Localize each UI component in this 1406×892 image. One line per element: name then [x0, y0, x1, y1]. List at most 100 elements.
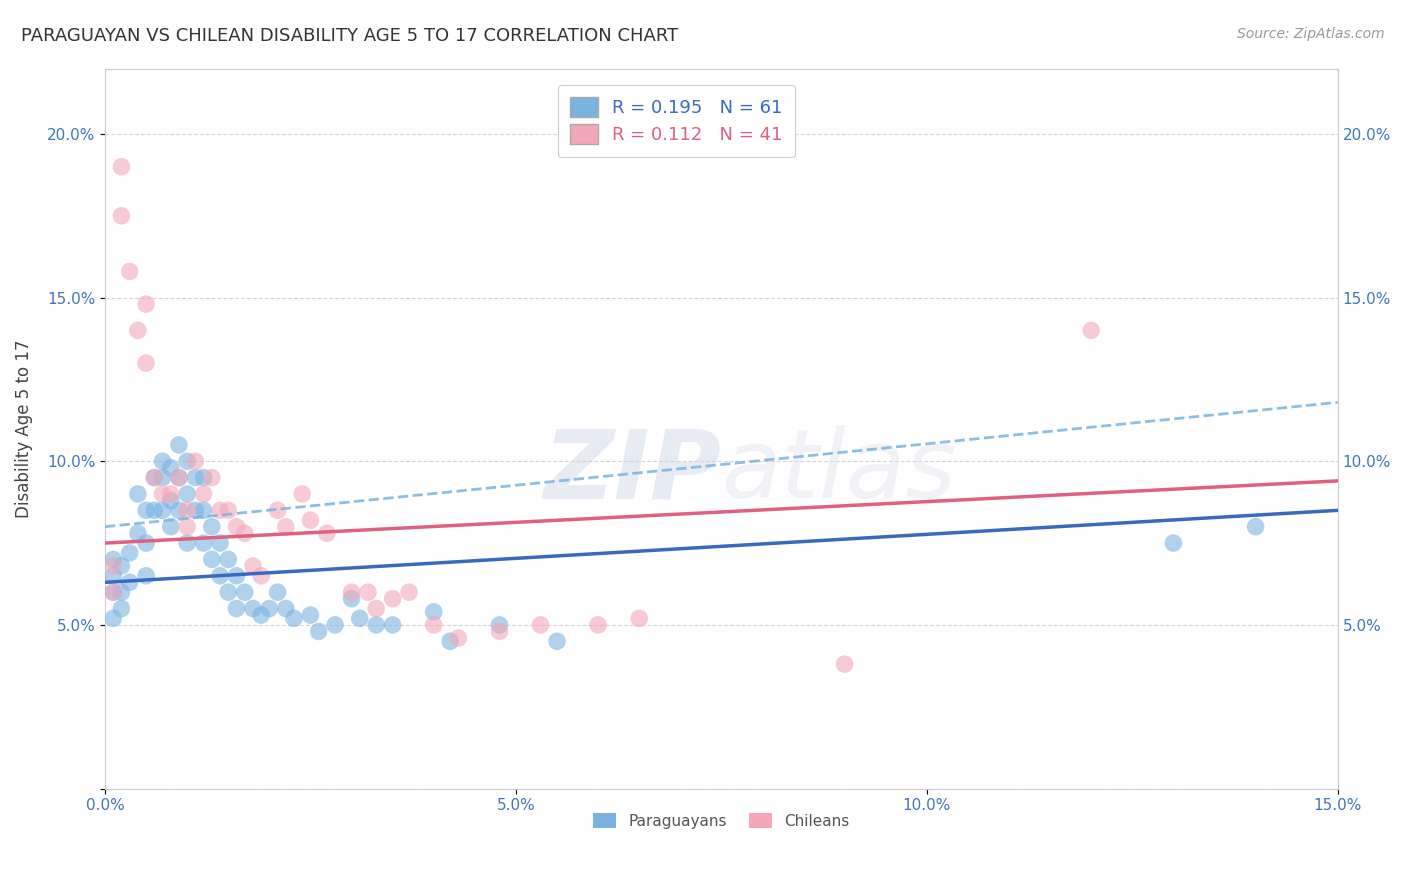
Point: [103, 569, 125, 583]
Point: [110, 559, 132, 574]
Point: [118, 546, 141, 560]
Y-axis label: Disability Age 5 to 17: Disability Age 5 to 17: [15, 339, 32, 517]
Point: [422, 618, 444, 632]
Point: [242, 601, 264, 615]
Point: [225, 569, 247, 583]
Point: [167, 503, 190, 517]
Point: [135, 536, 157, 550]
Point: [233, 526, 256, 541]
Point: [291, 487, 314, 501]
Point: [143, 470, 166, 484]
Point: [184, 503, 207, 517]
Legend: Paraguayans, Chileans: Paraguayans, Chileans: [586, 806, 856, 835]
Point: [152, 454, 174, 468]
Point: [135, 356, 157, 370]
Point: [110, 160, 132, 174]
Point: [118, 264, 141, 278]
Point: [439, 634, 461, 648]
Point: [103, 559, 125, 574]
Text: atlas: atlas: [721, 425, 956, 518]
Point: [225, 601, 247, 615]
Point: [349, 611, 371, 625]
Point: [176, 454, 198, 468]
Point: [381, 591, 404, 606]
Point: [834, 657, 856, 672]
Point: [422, 605, 444, 619]
Point: [127, 526, 149, 541]
Point: [143, 503, 166, 517]
Text: ZIP: ZIP: [544, 425, 721, 518]
Point: [159, 487, 181, 501]
Point: [217, 585, 239, 599]
Point: [340, 591, 363, 606]
Point: [103, 552, 125, 566]
Point: [152, 503, 174, 517]
Point: [1080, 323, 1102, 337]
Point: [274, 601, 297, 615]
Point: [315, 526, 337, 541]
Point: [167, 470, 190, 484]
Point: [201, 519, 224, 533]
Point: [103, 585, 125, 599]
Point: [193, 503, 215, 517]
Point: [488, 618, 510, 632]
Point: [127, 323, 149, 337]
Point: [176, 519, 198, 533]
Point: [176, 536, 198, 550]
Point: [110, 585, 132, 599]
Point: [184, 470, 207, 484]
Point: [193, 536, 215, 550]
Point: [135, 569, 157, 583]
Point: [159, 493, 181, 508]
Point: [366, 618, 388, 632]
Point: [529, 618, 551, 632]
Point: [586, 618, 609, 632]
Point: [201, 552, 224, 566]
Point: [259, 601, 281, 615]
Point: [250, 569, 273, 583]
Point: [159, 519, 181, 533]
Point: [398, 585, 420, 599]
Point: [209, 536, 232, 550]
Point: [323, 618, 346, 632]
Point: [242, 559, 264, 574]
Point: [299, 513, 322, 527]
Point: [266, 585, 288, 599]
Point: [233, 585, 256, 599]
Point: [167, 470, 190, 484]
Point: [127, 487, 149, 501]
Point: [143, 470, 166, 484]
Point: [209, 569, 232, 583]
Point: [308, 624, 330, 639]
Point: [274, 519, 297, 533]
Point: [299, 608, 322, 623]
Point: [152, 470, 174, 484]
Point: [628, 611, 651, 625]
Point: [167, 438, 190, 452]
Point: [217, 552, 239, 566]
Point: [340, 585, 363, 599]
Point: [201, 470, 224, 484]
Point: [103, 611, 125, 625]
Point: [381, 618, 404, 632]
Point: [217, 503, 239, 517]
Point: [1163, 536, 1185, 550]
Point: [176, 487, 198, 501]
Point: [546, 634, 568, 648]
Point: [209, 503, 232, 517]
Point: [266, 503, 288, 517]
Point: [250, 608, 273, 623]
Text: PARAGUAYAN VS CHILEAN DISABILITY AGE 5 TO 17 CORRELATION CHART: PARAGUAYAN VS CHILEAN DISABILITY AGE 5 T…: [21, 27, 678, 45]
Point: [184, 454, 207, 468]
Point: [110, 601, 132, 615]
Point: [193, 487, 215, 501]
Point: [225, 519, 247, 533]
Text: Source: ZipAtlas.com: Source: ZipAtlas.com: [1237, 27, 1385, 41]
Point: [366, 601, 388, 615]
Point: [152, 487, 174, 501]
Point: [118, 575, 141, 590]
Point: [135, 297, 157, 311]
Point: [447, 631, 470, 645]
Point: [488, 624, 510, 639]
Point: [357, 585, 380, 599]
